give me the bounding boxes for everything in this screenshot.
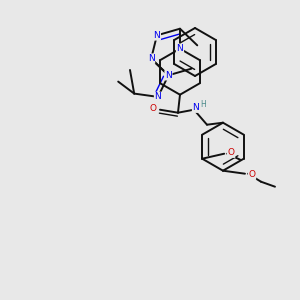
Text: N: N [193,103,200,112]
Text: O: O [228,148,235,157]
Text: H: H [200,100,206,109]
Text: N: N [148,54,154,63]
Text: N: N [165,71,172,80]
Text: O: O [149,104,157,113]
Text: N: N [154,92,161,101]
Text: N: N [154,31,160,40]
Text: N: N [177,44,183,53]
Text: O: O [248,170,256,179]
